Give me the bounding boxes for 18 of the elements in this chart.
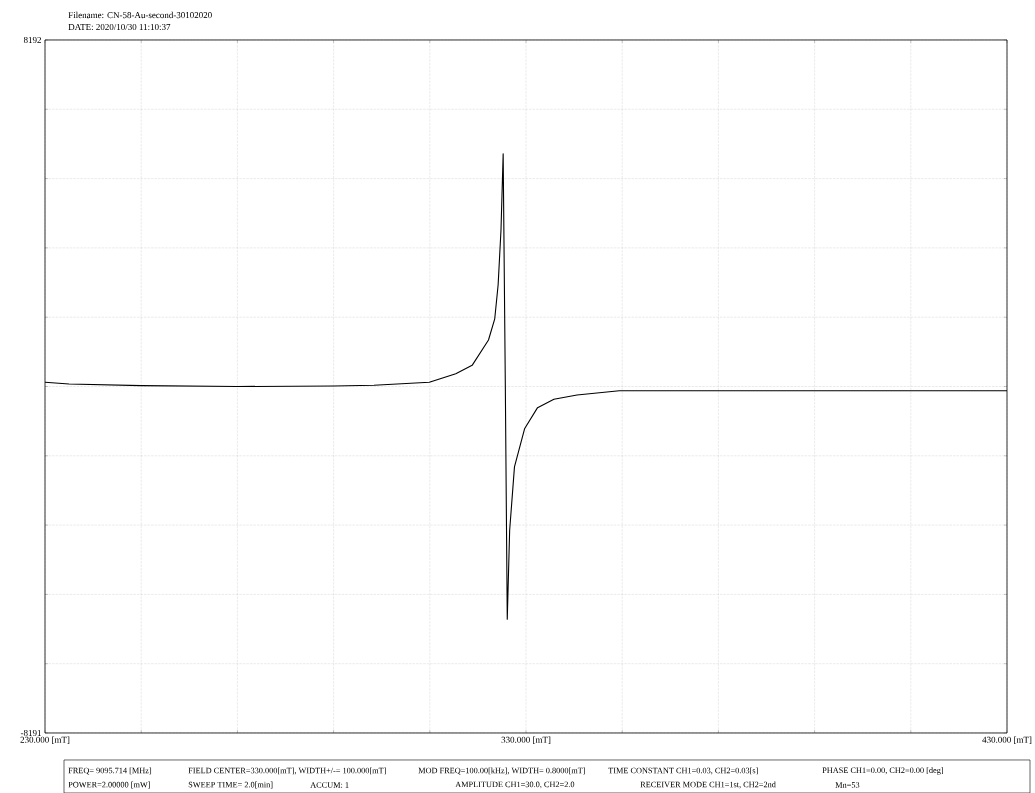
x-tick-label: 430.000 [mT] xyxy=(982,736,1032,744)
y-tick-label: 8192 xyxy=(23,36,41,43)
text: FREQ= 9095.714 [MHz] xyxy=(68,767,152,775)
text: MOD FREQ=100.00[kHz], WIDTH= 0.8000[mT] xyxy=(418,767,585,775)
text: POWER=2.00000 [mW] xyxy=(68,781,150,789)
text: AMPLITUDE CH1=30.0, CH2=2.0 xyxy=(455,781,575,789)
text: TIME CONSTANT CH1=0.03, CH2=0.03[s] xyxy=(608,767,758,775)
text: RECEIVER MODE CH1=1st, CH2=2nd xyxy=(640,781,776,789)
text: Mn=53 xyxy=(835,782,860,788)
text: PHASE CH1=0.00, CH2=0.00 [deg] xyxy=(822,767,943,775)
text: ACCUM: 1 xyxy=(310,782,349,788)
x-tick-label: 330.000 [mT] xyxy=(501,736,551,744)
text: SWEEP TIME= 2.0[min] xyxy=(188,781,273,789)
y-tick-label: -8191 xyxy=(20,729,41,737)
x-tick-label: 230.000 [mT] xyxy=(20,736,70,744)
text: FIELD CENTER=330.000[mT], WIDTH+/-= 100.000[mT] xyxy=(188,767,386,775)
chart-title: Filename: CN-58-Au-second-30102020 xyxy=(68,11,212,19)
chart-subtitle: DATE: 2020/10/30 11:10:37 xyxy=(68,23,171,31)
